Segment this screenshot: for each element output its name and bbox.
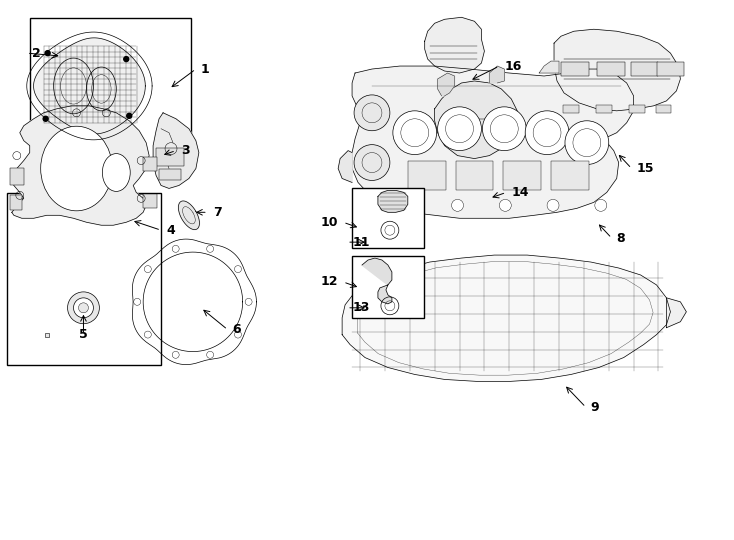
Text: 5: 5 <box>79 328 88 341</box>
Circle shape <box>482 107 526 151</box>
Circle shape <box>547 199 559 211</box>
Polygon shape <box>34 38 145 134</box>
Bar <box>30 18 191 163</box>
Circle shape <box>393 111 437 154</box>
Polygon shape <box>362 258 392 304</box>
Polygon shape <box>437 73 454 96</box>
Text: 2: 2 <box>32 46 40 59</box>
Bar <box>596 105 611 113</box>
Bar <box>143 157 157 171</box>
Bar <box>597 62 625 76</box>
Bar <box>628 105 644 113</box>
Text: 11: 11 <box>352 235 370 248</box>
Polygon shape <box>352 66 633 218</box>
Bar <box>159 168 181 180</box>
Text: 4: 4 <box>166 224 175 237</box>
Circle shape <box>565 121 608 165</box>
Text: 8: 8 <box>617 232 625 245</box>
Circle shape <box>79 303 88 313</box>
Polygon shape <box>178 201 200 230</box>
Text: 16: 16 <box>504 59 522 72</box>
Circle shape <box>124 57 128 62</box>
Bar <box>408 160 446 191</box>
Circle shape <box>499 199 512 211</box>
Bar <box>352 256 424 318</box>
Circle shape <box>404 199 415 211</box>
Text: 1: 1 <box>201 63 210 76</box>
Ellipse shape <box>102 153 130 191</box>
Polygon shape <box>435 81 517 159</box>
Polygon shape <box>338 151 352 183</box>
Text: 13: 13 <box>352 301 369 314</box>
Bar <box>7 193 161 364</box>
Bar <box>656 62 684 76</box>
Text: 15: 15 <box>636 162 654 175</box>
Polygon shape <box>425 17 484 73</box>
Bar <box>10 195 22 210</box>
Text: 7: 7 <box>213 206 222 219</box>
Circle shape <box>68 292 99 323</box>
Bar <box>631 62 658 76</box>
Polygon shape <box>539 61 559 73</box>
Circle shape <box>73 298 93 318</box>
Bar <box>563 105 579 113</box>
Polygon shape <box>12 106 149 225</box>
Polygon shape <box>342 255 670 381</box>
Circle shape <box>127 113 131 118</box>
Circle shape <box>46 51 50 56</box>
Text: 12: 12 <box>321 275 338 288</box>
Polygon shape <box>554 29 680 111</box>
Polygon shape <box>378 191 408 212</box>
Text: 3: 3 <box>181 144 189 157</box>
Circle shape <box>595 199 607 211</box>
Circle shape <box>354 95 390 131</box>
Circle shape <box>451 199 463 211</box>
Bar <box>352 188 424 248</box>
Text: 6: 6 <box>233 323 241 336</box>
Polygon shape <box>490 66 504 83</box>
Ellipse shape <box>40 126 112 211</box>
Bar <box>551 160 589 191</box>
Bar <box>456 160 493 191</box>
Circle shape <box>526 111 569 154</box>
Polygon shape <box>666 298 686 328</box>
Circle shape <box>43 116 48 122</box>
Circle shape <box>437 107 482 151</box>
Bar <box>143 194 157 208</box>
Text: 14: 14 <box>512 186 528 199</box>
Text: 10: 10 <box>321 216 338 229</box>
Bar <box>504 160 541 191</box>
Circle shape <box>354 145 390 180</box>
Polygon shape <box>153 113 199 188</box>
Bar <box>561 62 589 76</box>
Bar <box>655 105 672 113</box>
Bar <box>10 167 23 185</box>
Bar <box>156 147 184 166</box>
Text: 9: 9 <box>591 401 600 414</box>
